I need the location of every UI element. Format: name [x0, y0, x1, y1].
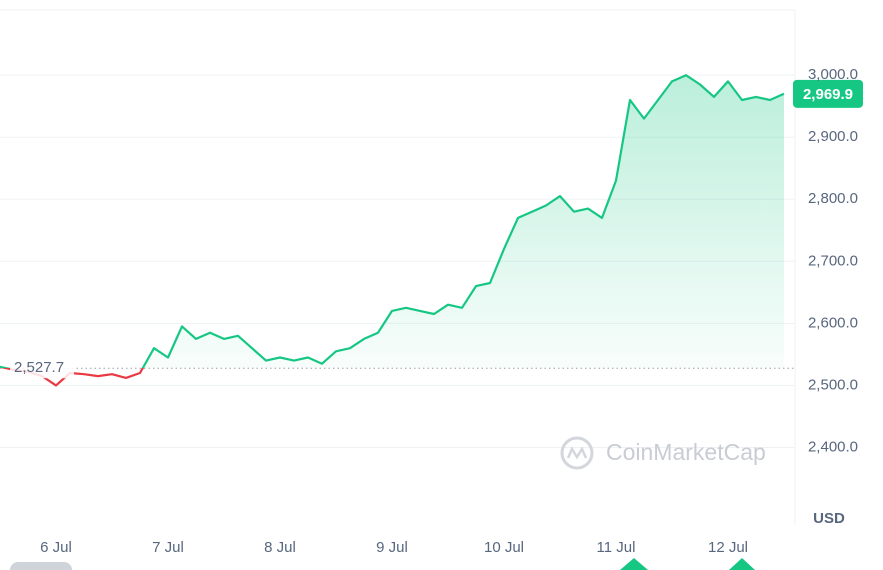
watermark-logo [560, 436, 594, 470]
y-tick-label: 2,700.0 [808, 252, 858, 269]
event-marker[interactable] [620, 558, 648, 570]
watermark-logo [566, 446, 588, 460]
x-tick-label: 10 Jul [484, 539, 524, 556]
event-marker[interactable] [729, 558, 755, 570]
price-badge-label: 2,969.9 [803, 86, 853, 103]
y-tick-label: 3,000.0 [808, 66, 858, 83]
reference-label-bg [10, 358, 74, 379]
x-tick-label: 8 Jul [264, 539, 296, 556]
price-area [0, 75, 784, 369]
y-tick-label: 2,900.0 [808, 128, 858, 145]
y-tick-label: 2,800.0 [808, 190, 858, 207]
reference-label: 2,527.7 [14, 359, 64, 376]
price-line [0, 74, 785, 387]
x-tick-label: 11 Jul [597, 539, 636, 556]
price-badge [793, 79, 863, 108]
plot: 2,527.7 2,969.9 [0, 74, 863, 387]
y-tick-label: 2,400.0 [808, 438, 858, 455]
watermark-text: CoinMarketCap [606, 439, 766, 465]
currency-label: USD [813, 510, 845, 527]
y-tick-label: 2,600.0 [808, 314, 858, 331]
x-tick-label: 12 Jul [708, 539, 748, 556]
scroll-handle[interactable] [10, 562, 72, 570]
x-tick-label: 9 Jul [376, 539, 408, 556]
watermark: CoinMarketCap [560, 436, 766, 470]
y-tick-label: 2,500.0 [808, 376, 858, 393]
x-tick-label: 7 Jul [152, 539, 184, 556]
x-tick-label: 6 Jul [40, 539, 72, 556]
